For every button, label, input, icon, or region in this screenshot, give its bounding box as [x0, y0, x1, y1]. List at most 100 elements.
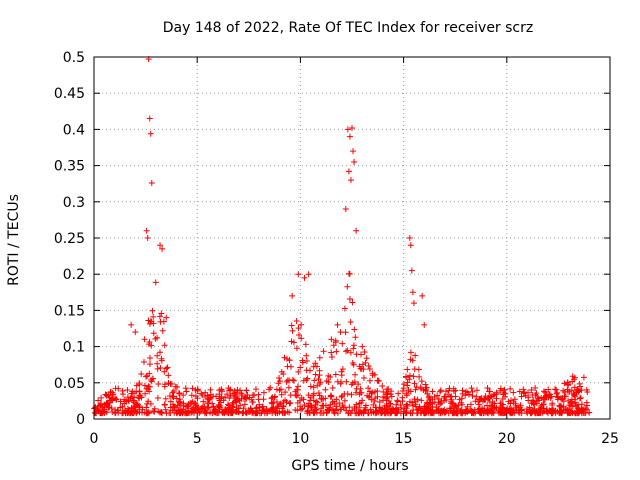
data-point: [445, 387, 452, 394]
data-point: [416, 373, 423, 380]
data-point: [161, 368, 168, 375]
data-point: [385, 386, 392, 393]
data-point: [351, 326, 358, 333]
data-point: [486, 395, 493, 402]
data-point: [371, 371, 378, 378]
data-point: [580, 374, 587, 381]
data-point: [416, 405, 423, 412]
data-point: [339, 366, 346, 373]
data-point: [484, 385, 491, 392]
data-point: [193, 402, 200, 409]
data-point: [339, 392, 346, 399]
data-point: [328, 336, 335, 343]
data-point: [346, 295, 353, 302]
data-point: [234, 408, 241, 415]
data-point: [490, 409, 497, 416]
data-point: [437, 388, 444, 395]
data-point: [435, 396, 442, 403]
data-point: [209, 400, 216, 407]
data-point: [158, 310, 165, 317]
data-point: [316, 354, 323, 361]
data-point: [256, 401, 263, 408]
data-point: [278, 391, 285, 398]
data-point: [552, 386, 559, 393]
data-point: [468, 385, 475, 392]
data-point: [249, 392, 256, 399]
data-point: [486, 398, 493, 405]
data-point: [266, 386, 273, 393]
y-axis-label: ROTI / TECUs: [6, 194, 22, 286]
data-point: [269, 405, 276, 412]
data-point: [550, 407, 557, 414]
data-point: [152, 279, 159, 286]
data-point: [231, 387, 238, 394]
data-point: [368, 396, 375, 403]
data-point: [175, 389, 182, 396]
data-point: [345, 410, 352, 417]
data-point: [361, 349, 368, 356]
data-point: [476, 405, 483, 412]
data-point: [425, 394, 432, 401]
data-point: [399, 387, 406, 394]
data-point: [163, 365, 170, 372]
data-point: [407, 356, 414, 363]
data-point: [431, 399, 438, 406]
data-point: [316, 380, 323, 387]
data-point: [146, 370, 153, 377]
data-point: [330, 342, 337, 349]
data-point: [342, 206, 349, 213]
data-point: [553, 390, 560, 397]
data-point: [241, 401, 248, 408]
data-point: [160, 318, 167, 325]
data-point: [276, 409, 283, 416]
data-point: [349, 124, 355, 131]
data-point: [135, 404, 142, 411]
data-point: [407, 242, 414, 249]
data-point: [148, 342, 155, 349]
data-point: [394, 397, 401, 404]
data-point: [333, 403, 340, 410]
data-point: [224, 401, 231, 408]
data-point: [462, 392, 469, 399]
data-point: [337, 329, 344, 336]
data-point: [144, 235, 151, 241]
data-point: [289, 327, 296, 334]
data-point: [233, 398, 240, 405]
data-point: [133, 401, 140, 408]
data-point: [407, 372, 414, 379]
data-point: [328, 354, 335, 361]
data-point: [486, 388, 493, 395]
data-point: [421, 410, 428, 417]
data-point: [239, 392, 246, 399]
data-point: [312, 360, 319, 367]
x-axis-label: GPS time / hours: [291, 458, 408, 474]
data-point: [141, 382, 148, 389]
data-point: [157, 365, 164, 372]
data-point: [477, 409, 484, 416]
data-point: [179, 410, 186, 417]
data-point: [325, 372, 332, 379]
data-point: [161, 401, 168, 408]
data-point: [452, 393, 459, 400]
data-point: [154, 360, 161, 367]
data-point: [331, 398, 338, 405]
data-point: [316, 372, 323, 379]
data-point: [409, 410, 416, 417]
data-point: [288, 322, 295, 329]
data-point: [260, 389, 267, 396]
data-point: [189, 405, 196, 412]
data-point: [262, 408, 269, 415]
data-point: [147, 130, 154, 137]
data-point: [548, 410, 555, 417]
data-point: [369, 389, 376, 396]
data-point: [518, 393, 525, 400]
data-point: [154, 334, 161, 341]
data-point: [256, 407, 263, 414]
data-point: [332, 339, 339, 346]
data-point: [381, 406, 388, 413]
data-point: [403, 390, 410, 397]
data-point: [583, 386, 590, 393]
data-point: [180, 400, 187, 407]
data-point: [545, 386, 552, 393]
data-point: [556, 402, 563, 409]
